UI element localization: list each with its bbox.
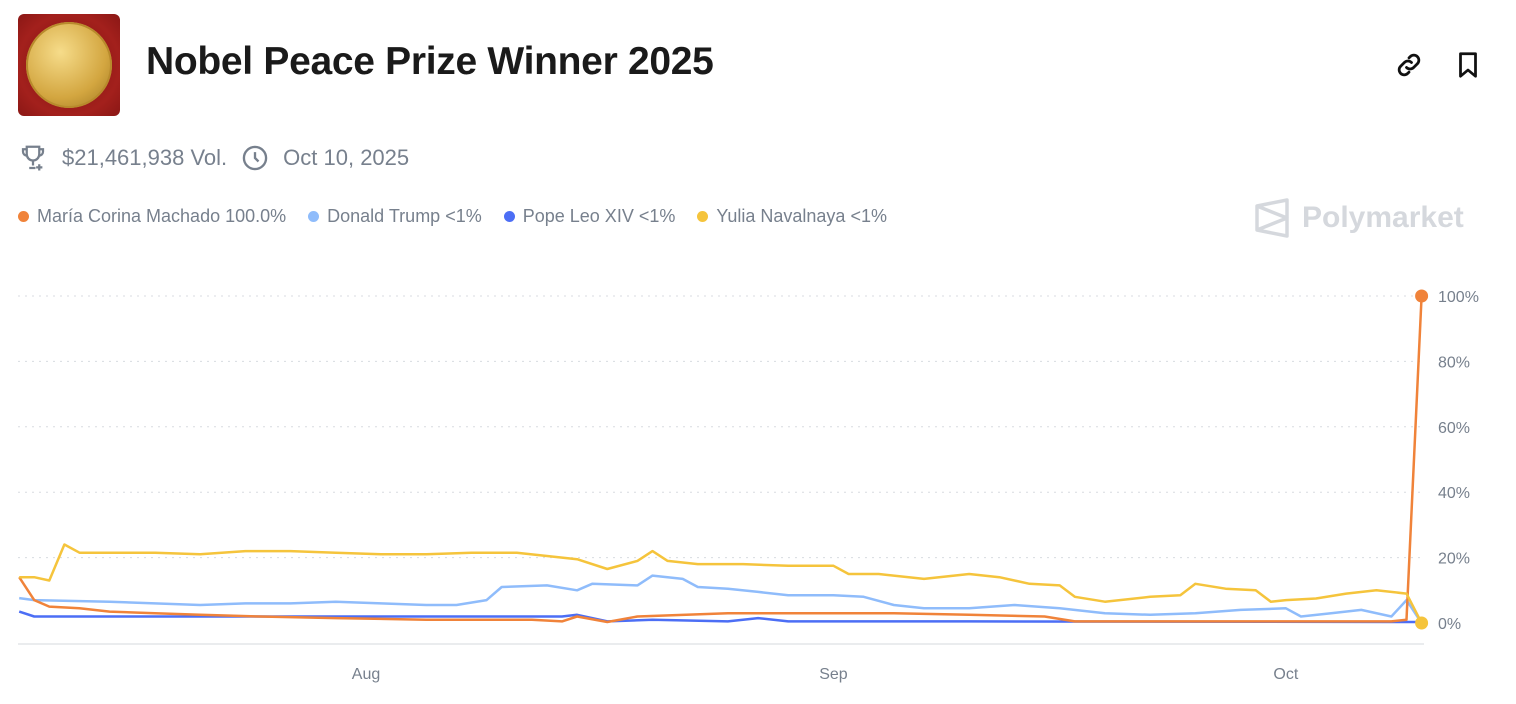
trophy-icon <box>21 145 45 171</box>
bookmark-button[interactable] <box>1453 50 1483 80</box>
legend-label: María Corina Machado 100.0% <box>37 206 287 226</box>
legend-item: Pope Leo XIV <1% <box>503 206 676 227</box>
x-tick-label: Oct <box>1273 666 1298 683</box>
link-icon <box>1397 53 1421 77</box>
end-date: Oct 10, 2025 <box>283 145 410 170</box>
polymarket-logo-icon <box>1255 198 1289 238</box>
legend-dot <box>697 211 709 222</box>
y-tick-label: 80% <box>1438 354 1470 371</box>
legend-label: Yulia Navalnaya <1% <box>716 206 887 226</box>
brand-name: Polymarket <box>1302 201 1464 234</box>
market-image <box>18 14 120 116</box>
legend-label: Pope Leo XIV <1% <box>522 206 676 226</box>
y-tick-label: 0% <box>1438 616 1461 633</box>
market-meta: $21,461,938 Vol. Oct 10, 2025 <box>18 143 409 173</box>
series-line-mar-a-corina-machado <box>18 295 1423 624</box>
series-endpoint <box>1415 289 1429 303</box>
legend-label: Donald Trump <1% <box>327 206 482 226</box>
y-tick-label: 60% <box>1438 420 1470 437</box>
legend-dot <box>18 211 29 222</box>
page-title: Nobel Peace Prize Winner 2025 <box>146 40 714 83</box>
legend-item: Donald Trump <1% <box>308 206 482 227</box>
series-line-yulia-navalnaya <box>19 543 1423 624</box>
legend-dot <box>503 211 515 222</box>
volume: $21,461,938 Vol. <box>62 145 228 170</box>
bookmark-icon <box>1459 52 1477 78</box>
nobel-medal-image <box>26 22 112 108</box>
series-line-donald-trump <box>19 574 1423 624</box>
x-tick-label: Sep <box>819 666 848 683</box>
series-endpoint <box>1415 616 1429 630</box>
x-tick-label: Aug <box>352 666 380 683</box>
y-tick-label: 20% <box>1438 551 1470 568</box>
y-tick-label: 40% <box>1438 485 1470 502</box>
legend-item: Yulia Navalnaya <1% <box>697 206 887 227</box>
copy-link-button[interactable] <box>1394 50 1424 80</box>
y-tick-label: 100% <box>1438 289 1479 306</box>
polymarket-watermark: Polymarket <box>1254 198 1464 238</box>
legend-item: María Corina Machado 100.0% <box>18 206 286 227</box>
clock-icon <box>242 145 268 171</box>
series-line-pope-leo-xiv <box>18 610 1422 624</box>
legend-dot <box>308 211 320 222</box>
chart-legend: María Corina Machado 100.0% Donald Trump… <box>18 206 887 227</box>
